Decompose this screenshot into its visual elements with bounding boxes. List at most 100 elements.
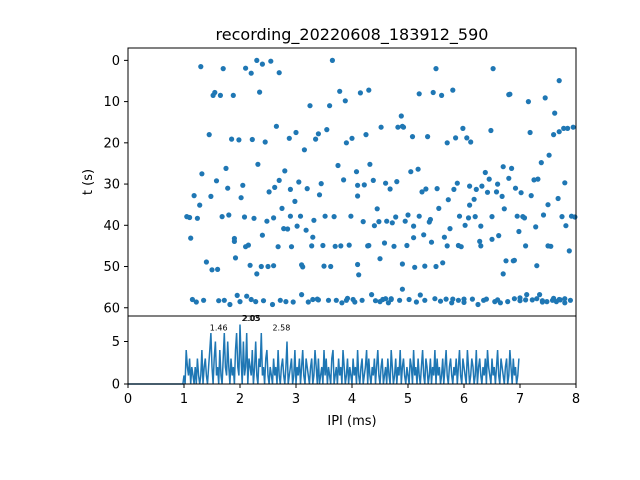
raster-point (465, 215, 472, 221)
x-axis-label: IPI (ms) (327, 414, 376, 429)
raster-point (417, 292, 423, 298)
raster-point (206, 132, 212, 138)
raster-point (567, 297, 574, 303)
raster-point (355, 182, 361, 188)
raster-point (475, 301, 481, 308)
peak-label: 2.05 (243, 314, 261, 323)
raster-point (402, 218, 408, 224)
raster-point (342, 98, 348, 104)
raster-point (285, 226, 291, 232)
raster-point (353, 169, 360, 175)
raster-point (355, 193, 361, 199)
histogram-x-tick-label: 6 (460, 392, 468, 407)
raster-point (333, 297, 339, 303)
raster-point (377, 256, 383, 262)
raster-point (545, 243, 551, 249)
raster-point (533, 224, 539, 230)
raster-point (563, 223, 569, 229)
raster-point (251, 215, 257, 221)
raster-point (304, 186, 310, 192)
raster-point (441, 234, 447, 240)
raster-point (528, 193, 534, 199)
raster-y-ticks: 0 10 20 30 40 50 60 (103, 54, 128, 316)
raster-point (339, 300, 345, 306)
raster-point (529, 297, 535, 303)
raster-point (281, 226, 287, 232)
raster-point (338, 243, 344, 249)
raster-point (276, 177, 282, 183)
raster-point (320, 242, 326, 249)
raster-point (445, 197, 451, 203)
raster-point (290, 299, 296, 305)
raster-point (517, 295, 523, 301)
raster-point (329, 57, 335, 64)
raster-point (287, 186, 293, 192)
raster-point (288, 244, 295, 250)
raster-point (255, 161, 261, 167)
raster-point (243, 65, 249, 71)
raster-point (399, 123, 405, 129)
raster-point (268, 58, 274, 64)
raster-y-tick-label: 60 (103, 301, 120, 316)
raster-point (332, 243, 338, 249)
raster-point (499, 193, 505, 199)
raster-point (208, 193, 214, 199)
raster-point (377, 299, 383, 305)
raster-point (394, 179, 400, 185)
raster-point (495, 297, 501, 303)
peak-label: 2.58 (272, 323, 290, 332)
raster-point (484, 189, 491, 195)
raster-point (545, 202, 551, 208)
raster-point (509, 165, 515, 171)
raster-plot: 0 10 20 30 40 50 60 t (s) (81, 47, 578, 317)
raster-point (479, 183, 485, 189)
raster-point (283, 299, 289, 305)
raster-point (189, 296, 195, 303)
raster-point (544, 299, 550, 305)
raster-point (408, 169, 414, 175)
raster-point (301, 147, 307, 153)
raster-point (324, 127, 330, 133)
raster-point (355, 261, 361, 268)
raster-point (376, 219, 382, 225)
raster-point (559, 214, 565, 220)
raster-point (367, 161, 373, 167)
raster-point (271, 263, 277, 269)
raster-point (215, 266, 221, 272)
raster-point (346, 242, 352, 248)
raster-point (534, 263, 540, 269)
raster-point (372, 298, 379, 304)
raster-point (562, 296, 568, 302)
histogram-x-tick-label: 3 (292, 392, 300, 407)
raster-point (523, 297, 529, 303)
raster-point (427, 216, 433, 223)
raster-point (505, 299, 511, 305)
raster-point (265, 263, 271, 270)
raster-point (399, 286, 405, 292)
raster-point (387, 186, 393, 192)
raster-point (313, 136, 319, 142)
raster-point (521, 215, 528, 221)
raster-point (411, 235, 417, 241)
raster-point (299, 292, 305, 298)
raster-point (213, 178, 220, 184)
raster-point (236, 137, 242, 143)
chart-title: recording_20220608_183912_590 (216, 25, 489, 45)
raster-point (188, 235, 194, 241)
raster-point (384, 218, 390, 224)
raster-point (409, 134, 416, 140)
histogram-x-tick-label: 5 (404, 392, 412, 407)
raster-point (374, 206, 380, 212)
histogram-x-tick-label: 7 (516, 392, 524, 407)
raster-point (297, 213, 304, 219)
raster-point (257, 89, 263, 95)
raster-point (430, 89, 436, 96)
histogram-x-ticks: 0 1 2 3 4 5 6 7 8 (124, 384, 580, 407)
raster-point (555, 195, 561, 202)
raster-point (423, 186, 429, 192)
raster-point (287, 213, 293, 219)
raster-point (201, 297, 207, 303)
raster-point (318, 181, 324, 187)
raster-point (223, 165, 229, 171)
raster-point (286, 135, 292, 141)
